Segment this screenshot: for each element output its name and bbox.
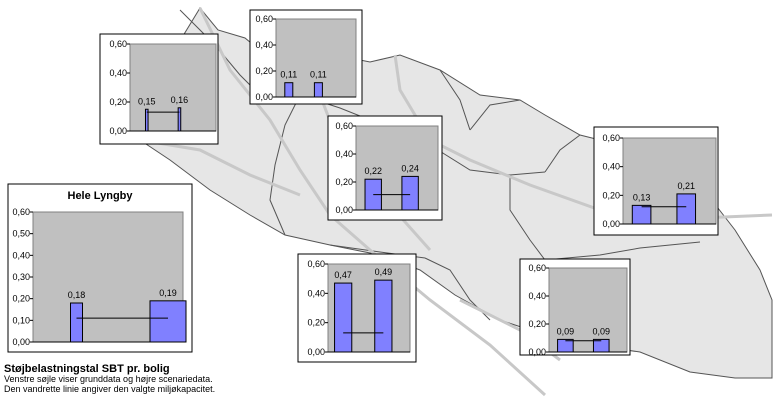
- y-tick-label: 0,00: [109, 126, 127, 136]
- chart-title: Hele Lyngby: [68, 190, 134, 202]
- y-tick-label: 0,20: [528, 319, 546, 329]
- bar-1: [177, 107, 182, 132]
- bar-value-label: 0,22: [364, 166, 382, 176]
- bar-value-label: 0,24: [401, 163, 419, 173]
- y-tick-label: 0,00: [307, 347, 325, 357]
- bar-value-label: 0,16: [171, 95, 189, 105]
- y-tick-label: 0,40: [307, 288, 325, 298]
- y-tick-label: 0,00: [602, 219, 620, 229]
- y-tick-label: 0,40: [12, 250, 30, 260]
- bar-value-label: 0,11: [280, 70, 297, 80]
- bar-0: [144, 108, 149, 132]
- bar-value-label: 0,11: [310, 70, 327, 80]
- y-tick-label: 0,30: [12, 272, 30, 282]
- y-tick-label: 0,60: [307, 259, 325, 269]
- y-tick-label: 0,60: [12, 207, 30, 217]
- y-tick-label: 0,20: [255, 66, 273, 76]
- legend-line-1: Venstre søjle viser grunddata og højre s…: [4, 374, 213, 384]
- y-tick-label: 0,20: [109, 97, 127, 107]
- bar-value-label: 0,49: [375, 267, 393, 277]
- bar-1: [313, 82, 323, 98]
- bar-value-label: 0,21: [677, 181, 695, 191]
- chart-1: 0,00 0,20 0,40 0,60 0,15 0,16: [99, 33, 219, 145]
- chart-2: 0,00 0,20 0,40 0,60 0,11 0,11: [249, 9, 363, 105]
- y-tick-label: 0,20: [307, 318, 325, 328]
- chart-4: 0,00 0,20 0,40 0,60 0,13 0,21: [593, 126, 719, 236]
- chart-0: Hele Lyngby 0,00 0,10 0,20 0,30 0,40 0,50 0,60 0…: [7, 183, 193, 353]
- y-tick-label: 0,40: [335, 149, 353, 159]
- y-tick-label: 0,40: [109, 68, 127, 78]
- bar-1: [592, 338, 610, 353]
- bar-1: [149, 300, 187, 343]
- y-tick-label: 0,60: [109, 39, 127, 49]
- y-tick-label: 0,50: [12, 229, 30, 239]
- y-tick-label: 0,40: [602, 162, 620, 172]
- y-tick-label: 0,00: [12, 337, 30, 347]
- bar-1: [401, 175, 419, 211]
- plot-area: [355, 125, 439, 211]
- bar-0: [631, 204, 652, 225]
- y-tick-label: 0,40: [528, 291, 546, 301]
- bar-0: [70, 302, 83, 343]
- y-tick-label: 0,60: [335, 121, 353, 131]
- y-tick-label: 0,10: [12, 315, 30, 325]
- y-tick-label: 0,40: [255, 40, 273, 50]
- plot-area: [548, 267, 628, 353]
- legend: Støjbelastningstal SBT pr. bolig Venstre…: [4, 363, 216, 395]
- plot-area: [129, 43, 217, 132]
- y-tick-label: 0,60: [602, 133, 620, 143]
- chart-3: 0,00 0,20 0,40 0,60 0,22 0,24: [327, 115, 443, 221]
- bar-1: [374, 279, 393, 353]
- y-tick-label: 0,60: [528, 263, 546, 273]
- y-tick-label: 0,00: [335, 205, 353, 215]
- bar-0: [334, 282, 353, 353]
- chart-6: 0,00 0,20 0,40 0,60 0,09 0,09: [519, 258, 631, 357]
- bar-value-label: 0,19: [159, 288, 177, 298]
- y-tick-label: 0,20: [602, 190, 620, 200]
- bar-0: [284, 82, 294, 98]
- bar-value-label: 0,09: [592, 326, 610, 336]
- chart-5: 0,00 0,20 0,40 0,60 0,47 0,49: [297, 253, 417, 363]
- legend-line-2: Den vandrette linie angiver den valgte m…: [4, 384, 216, 394]
- y-tick-label: 0,00: [528, 347, 546, 357]
- bar-value-label: 0,47: [334, 270, 352, 280]
- bar-1: [676, 193, 697, 225]
- legend-title: Støjbelastningstal SBT pr. bolig: [4, 363, 170, 375]
- bar-0: [557, 338, 574, 353]
- bar-value-label: 0,15: [138, 96, 156, 106]
- bar-value-label: 0,09: [557, 326, 575, 336]
- bar-value-label: 0,13: [633, 192, 651, 202]
- y-tick-label: 0,20: [335, 177, 353, 187]
- y-tick-label: 0,00: [255, 92, 273, 102]
- y-tick-label: 0,20: [12, 294, 30, 304]
- y-tick-label: 0,60: [255, 14, 273, 24]
- bar-value-label: 0,18: [68, 290, 86, 300]
